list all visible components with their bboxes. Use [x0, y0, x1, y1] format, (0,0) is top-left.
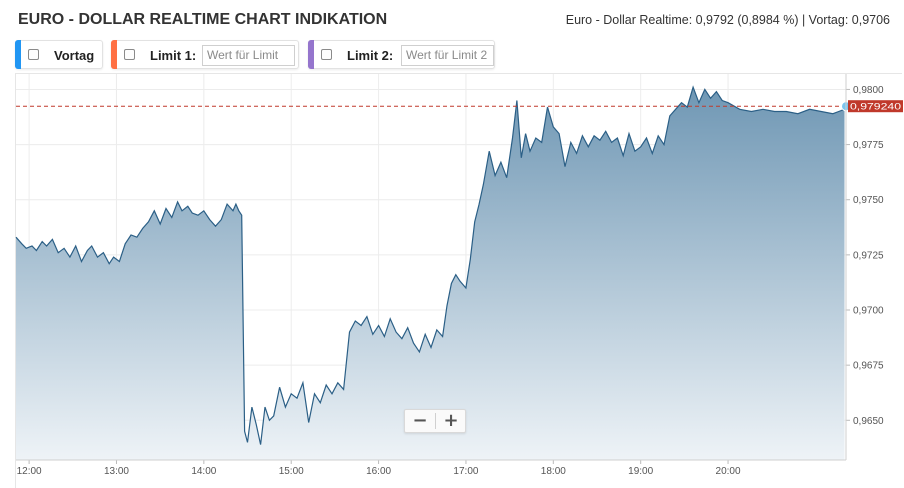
limit2-label: Limit 2:: [347, 48, 394, 63]
x-tick-label: 12:00: [17, 466, 42, 477]
y-tick-label: 0,9700: [853, 306, 884, 317]
limit1-input[interactable]: Wert für Limit: [202, 45, 295, 66]
zoom-separator: [435, 413, 436, 429]
vortag-label: Vortag: [54, 48, 95, 63]
x-tick-label: 15:00: [279, 466, 304, 477]
chart-frame: [15, 73, 902, 488]
limit2-color-bar: [308, 40, 314, 69]
y-tick-label: 0,9750: [853, 195, 884, 206]
x-tick-label: 17:00: [453, 466, 478, 477]
realtime-quote: Euro - Dollar Realtime: 0,9792 (0,8984 %…: [565, 13, 890, 27]
limit1-checkbox[interactable]: [124, 49, 135, 60]
x-tick-label: 20:00: [716, 466, 741, 477]
y-tick-label: 0,9675: [853, 361, 884, 372]
x-tick-label: 13:00: [104, 466, 129, 477]
price-line: [15, 85, 845, 445]
y-tick-label: 0,9775: [853, 140, 884, 151]
x-tick-label: 18:00: [541, 466, 566, 477]
chart-title: EURO - DOLLAR REALTIME CHART INDIKATION: [18, 11, 388, 28]
current-price-label: 0,979240: [850, 102, 901, 113]
zoom-in-button[interactable]: +: [443, 410, 459, 431]
price-area: [16, 87, 845, 460]
y-tick-label: 0,9725: [853, 250, 884, 261]
y-tick-label: 0,9650: [853, 416, 884, 427]
x-tick-label: 19:00: [628, 466, 653, 477]
current-price-badge: 0,979240: [848, 100, 903, 113]
y-tick-label: 0,9800: [853, 85, 884, 96]
limit2-control: Limit 2: Wert für Limit 2: [308, 40, 495, 69]
y-axis: 0,9650 0,9675 0,9700 0,9725 0,9750 0,9775 0,98…: [845, 74, 884, 460]
limit1-control: Limit 1: Wert für Limit: [111, 40, 299, 69]
limit2-input[interactable]: Wert für Limit 2: [401, 45, 494, 66]
x-tick-label: 16:00: [366, 466, 391, 477]
limit1-label: Limit 1:: [150, 48, 197, 63]
zoom-controls: − +: [404, 409, 466, 433]
vortag-control: Vortag: [15, 40, 103, 69]
vortag-checkbox[interactable]: [28, 49, 39, 60]
zoom-out-button[interactable]: −: [412, 410, 428, 431]
x-tick-label: 14:00: [191, 466, 216, 477]
chart-header: EURO - DOLLAR REALTIME CHART INDIKATION …: [0, 0, 904, 40]
current-price-badge-bg: [848, 100, 903, 113]
limit1-color-bar: [111, 40, 117, 69]
vortag-color-bar: [15, 40, 21, 69]
x-axis: 12:00 13:00 14:00 15:00 16:00 17:00 18:00 19:00…: [16, 459, 846, 477]
limit2-checkbox[interactable]: [321, 49, 332, 60]
